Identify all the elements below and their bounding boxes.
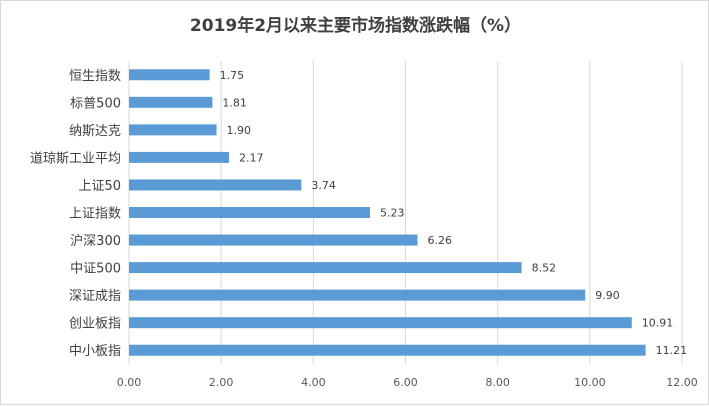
x-tick-label: 12.00 [666, 376, 698, 389]
x-tick-label: 2.00 [209, 376, 234, 389]
data-label: 1.90 [227, 124, 252, 137]
category-label: 创业板指 [69, 317, 121, 332]
data-label: 11.21 [656, 344, 688, 357]
data-label: 1.75 [220, 69, 245, 82]
category-label: 中证500 [70, 262, 121, 277]
bar [129, 124, 217, 136]
data-label: 3.74 [311, 179, 336, 192]
data-label: 10.91 [642, 317, 674, 330]
x-tick-label: 4.00 [301, 376, 326, 389]
category-label: 上证指数 [69, 207, 121, 222]
bar [129, 234, 418, 246]
data-label: 5.23 [380, 207, 405, 220]
chart-title: 2019年2月以来主要市场指数涨跌幅（%） [189, 16, 522, 36]
bar [129, 69, 210, 81]
bar [129, 317, 632, 329]
category-label: 沪深300 [70, 233, 121, 249]
category-label: 恒生指数 [69, 69, 121, 84]
bar [129, 96, 213, 108]
category-label: 标普500 [70, 96, 121, 111]
data-label: 1.81 [222, 96, 247, 109]
category-label: 纳斯达克 [69, 124, 121, 139]
bar [129, 344, 646, 356]
category-label: 道琼斯工业平均 [30, 151, 121, 166]
x-tick-label: 10.00 [574, 376, 606, 389]
category-label: 中小板指 [69, 344, 121, 359]
bar [129, 179, 302, 191]
category-label: 深证成指 [69, 289, 121, 304]
bar [129, 289, 586, 301]
bar [129, 207, 371, 218]
data-label: 8.52 [532, 262, 557, 275]
bar [129, 151, 230, 163]
x-tick-label: 0.00 [117, 376, 142, 389]
category-label: 上证50 [78, 179, 121, 194]
data-label: 9.90 [595, 289, 620, 302]
x-tick-label: 8.00 [485, 376, 510, 389]
bar [129, 262, 522, 274]
data-label: 6.26 [427, 234, 452, 247]
data-label: 2.17 [239, 151, 264, 164]
x-tick-label: 6.00 [393, 376, 418, 389]
